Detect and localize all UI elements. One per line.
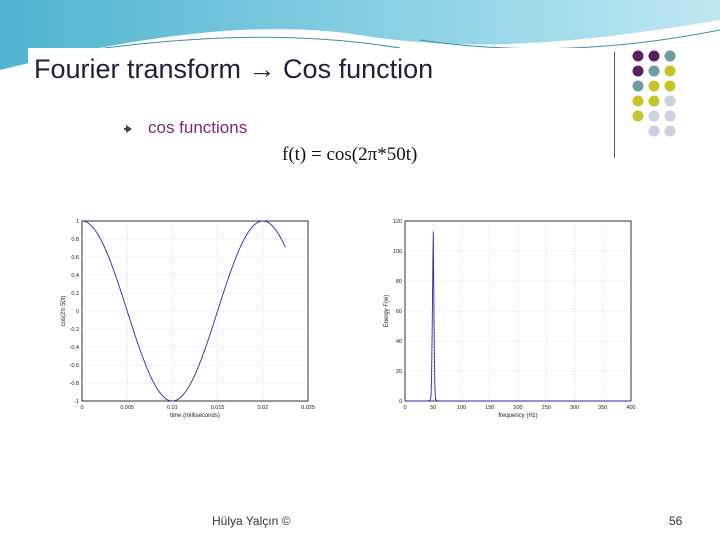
y-tick-label: -0.6 <box>70 363 79 369</box>
x-tick-label: 400 <box>626 405 635 411</box>
y-tick-label: 0 <box>399 399 402 405</box>
footer-author: Hülya Yalçın © <box>212 514 291 528</box>
y-tick-label: 40 <box>396 339 402 345</box>
x-tick-label: 100 <box>457 405 466 411</box>
slide-title: Fourier transform → Cos function <box>34 54 434 84</box>
decorative-dot <box>648 50 660 62</box>
decorative-dot <box>648 80 660 92</box>
y-tick-label: -1 <box>74 399 79 405</box>
x-axis-label: frequency (Hz) <box>498 413 537 419</box>
x-axis-label: time (milliseconds) <box>170 413 220 419</box>
decorative-dot <box>664 125 676 137</box>
x-tick-label: 250 <box>542 405 551 411</box>
decorative-dot <box>632 65 644 77</box>
decorative-dot <box>664 95 676 107</box>
y-tick-label: 0.4 <box>71 273 79 279</box>
y-tick-label: 0 <box>76 309 79 315</box>
x-tick-label: 0 <box>403 405 406 411</box>
y-tick-label: 20 <box>396 369 402 375</box>
decorative-dot <box>648 95 660 107</box>
y-tick-label: -0.8 <box>70 381 79 387</box>
x-tick-label: 0.02 <box>257 405 268 411</box>
x-tick-label: 200 <box>513 405 522 411</box>
y-tick-label: 120 <box>393 219 402 225</box>
title-divider-line <box>614 52 615 158</box>
y-tick-label: 100 <box>393 249 402 255</box>
decorative-dot <box>664 65 676 77</box>
series-line <box>405 231 631 402</box>
y-axis-label: Energy F(w) <box>384 295 390 328</box>
y-tick-label: 1 <box>76 219 79 225</box>
decorative-dot <box>664 110 676 122</box>
page-number: 56 <box>669 514 683 528</box>
plot-area <box>81 220 309 402</box>
decorative-dot <box>664 50 676 62</box>
cosine-time-chart: 0 0.005 0.01 0.015 0.02 0.025 1 0.8 0.6 0.4 0.2 0 -0… <box>61 219 315 419</box>
decorative-dot-grid <box>632 50 676 137</box>
y-tick-label: 0.2 <box>71 291 79 297</box>
y-tick-label: 80 <box>396 279 402 285</box>
x-tick-label: 0.025 <box>301 405 315 411</box>
x-tick-label: 0 <box>80 405 83 411</box>
decorative-dot <box>648 65 660 77</box>
decorative-dot <box>632 50 644 62</box>
y-tick-label: 0.8 <box>71 237 79 243</box>
decorative-dot <box>648 110 660 122</box>
x-tick-label: 0.005 <box>120 405 134 411</box>
frequency-spectrum-chart: 0 50 100 150 200 250 300 350 400120100806040200f… <box>384 219 636 419</box>
x-tick-label: 50 <box>430 405 436 411</box>
bullet-arrow-icon <box>124 125 132 133</box>
x-tick-label: 0.01 <box>167 405 178 411</box>
decorative-dot <box>632 95 644 107</box>
y-tick-label: 60 <box>396 309 402 315</box>
series-line <box>81 220 286 402</box>
y-tick-label: -0.2 <box>70 327 79 333</box>
y-tick-label: 0.6 <box>71 255 79 261</box>
decorative-dot <box>632 110 644 122</box>
x-tick-label: 0.015 <box>211 405 225 411</box>
decorative-dot <box>632 80 644 92</box>
y-axis-label: cos(2π 50t) <box>61 296 67 327</box>
decorative-dot <box>664 80 676 92</box>
x-tick-label: 300 <box>570 405 579 411</box>
y-tick-label: -0.4 <box>70 345 79 351</box>
x-tick-label: 150 <box>485 405 494 411</box>
bullet-text: cos functions <box>148 118 248 137</box>
cos-formula: f(t) = cos(2π*50t) <box>282 144 418 165</box>
decorative-dot <box>648 125 660 137</box>
x-tick-label: 350 <box>598 405 607 411</box>
